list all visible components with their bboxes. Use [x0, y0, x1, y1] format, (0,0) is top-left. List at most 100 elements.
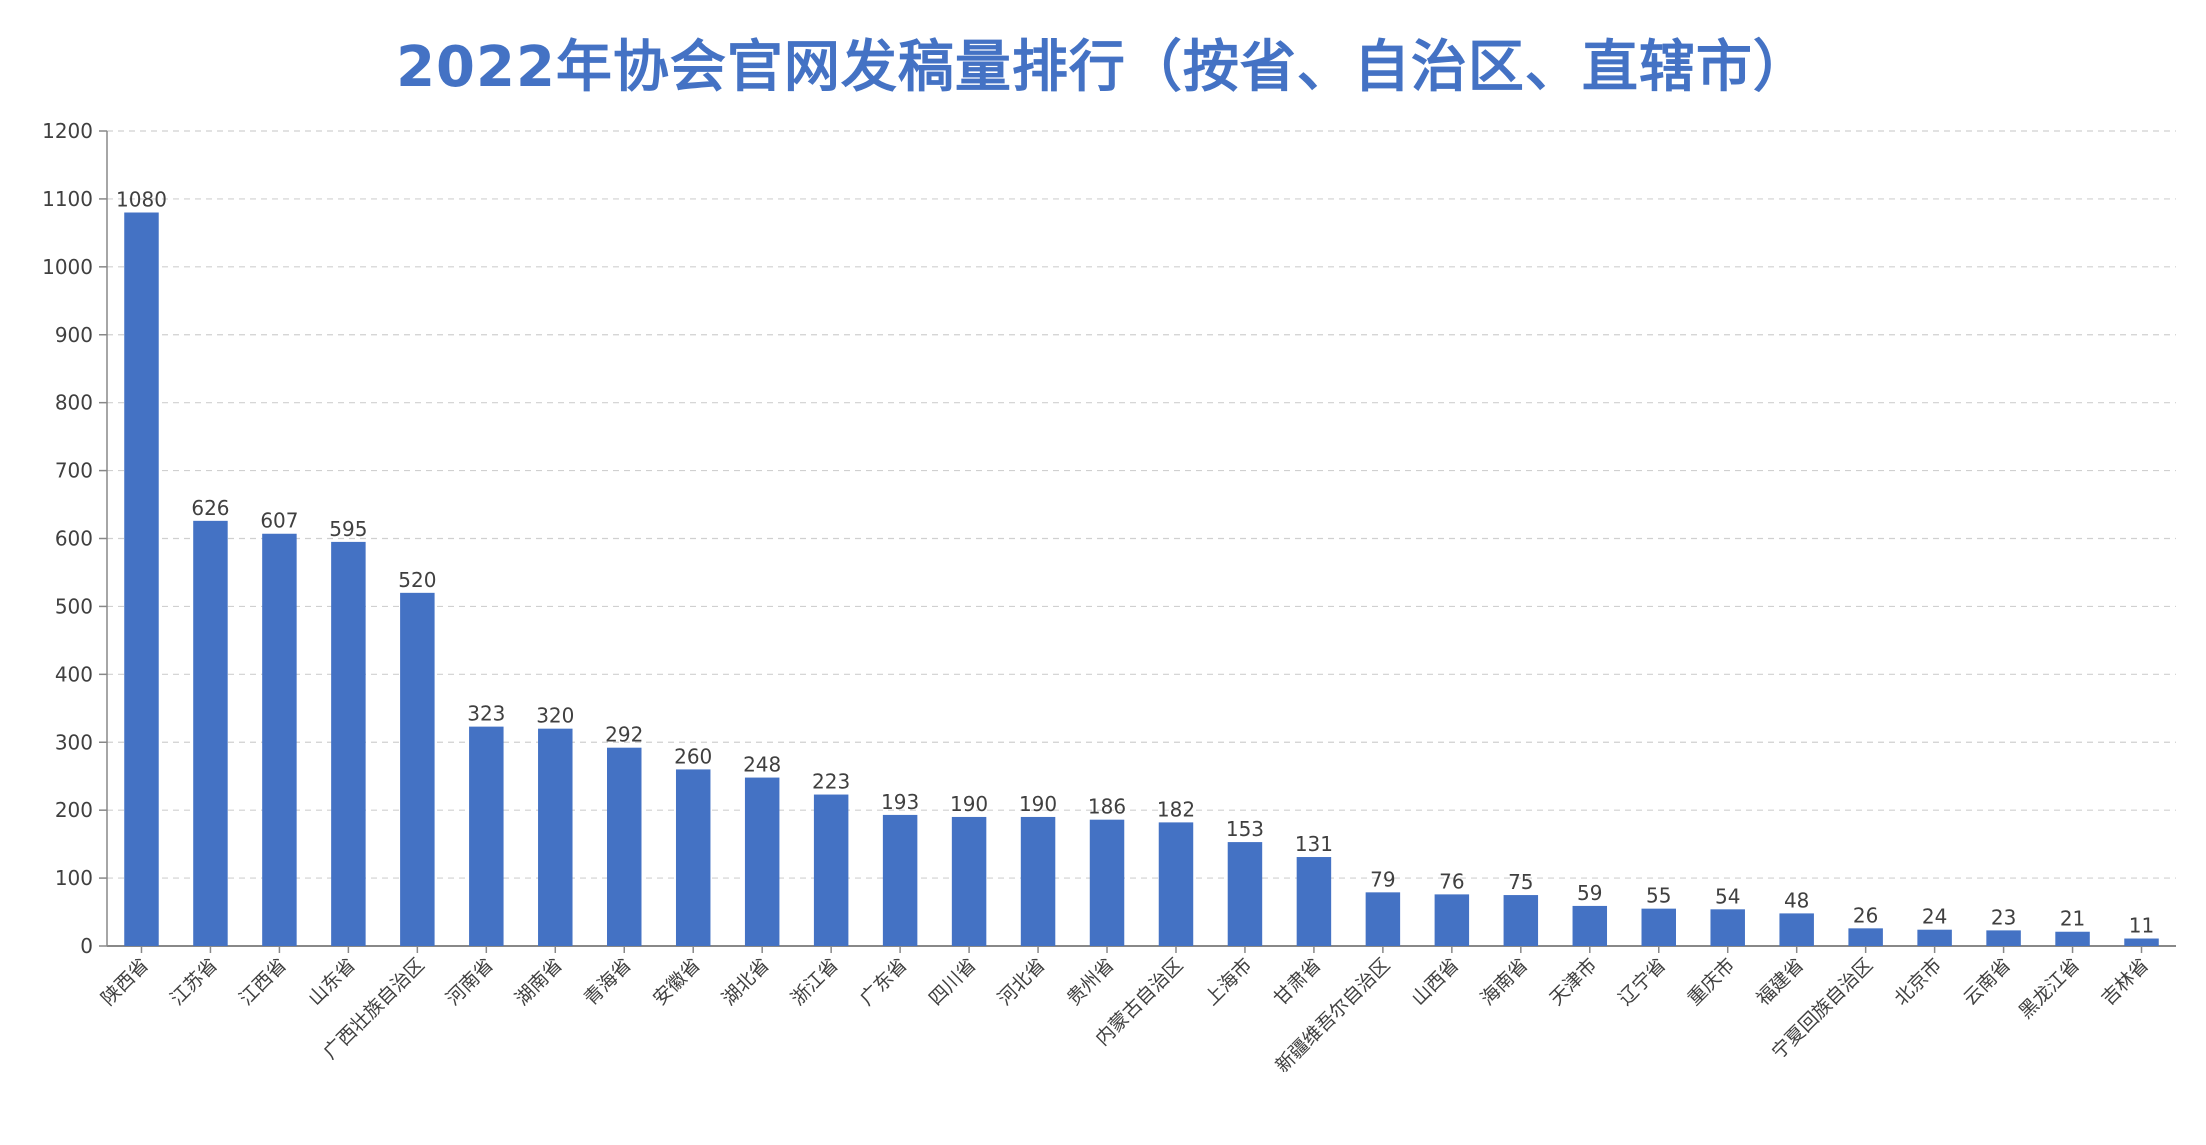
data-label: 223 — [812, 770, 850, 794]
x-tick-label: 甘肃省 — [1270, 954, 1326, 1010]
y-tick-label: 1100 — [42, 187, 93, 211]
x-tick-label: 山东省 — [304, 954, 360, 1010]
x-tick-label: 贵州省 — [1063, 954, 1119, 1010]
bar — [1986, 930, 2021, 946]
bar — [1020, 816, 1056, 946]
x-tick-label: 四川省 — [925, 954, 981, 1010]
data-label: 626 — [191, 496, 229, 520]
bar — [813, 794, 849, 946]
data-label: 1080 — [116, 188, 167, 212]
data-label: 320 — [536, 704, 574, 728]
data-label: 292 — [605, 723, 643, 747]
bar — [193, 520, 228, 946]
bar — [607, 747, 642, 946]
x-tick-label: 陕西省 — [97, 954, 153, 1010]
data-label: 182 — [1157, 797, 1195, 821]
x-tick-label: 安徽省 — [649, 954, 705, 1010]
x-tick-label: 山西省 — [1408, 954, 1464, 1010]
x-tick-label: 广东省 — [856, 954, 912, 1010]
x-tick-label: 辽宁省 — [1614, 954, 1670, 1010]
data-label: 323 — [467, 702, 505, 726]
data-label: 131 — [1295, 832, 1333, 856]
y-tick-label: 1000 — [42, 255, 93, 279]
data-label: 595 — [329, 517, 367, 541]
y-tick-label: 300 — [55, 730, 93, 754]
bar — [1227, 842, 1263, 946]
bar — [331, 541, 366, 946]
bar — [262, 533, 297, 946]
data-label: 24 — [1922, 905, 1947, 929]
bar — [1158, 822, 1194, 946]
bar — [469, 726, 504, 946]
y-tick-label: 1200 — [42, 119, 93, 143]
bar — [1503, 895, 1539, 946]
x-tick-label: 重庆市 — [1683, 954, 1739, 1010]
bar — [1572, 905, 1608, 946]
data-label: 55 — [1646, 884, 1671, 908]
x-tick-label: 江西省 — [235, 954, 291, 1010]
bar — [1365, 892, 1401, 946]
bar — [1434, 894, 1470, 946]
bar — [1641, 908, 1676, 946]
data-label: 190 — [950, 792, 988, 816]
bar — [675, 769, 711, 946]
x-tick-label: 河南省 — [442, 954, 498, 1010]
bar — [2055, 931, 2090, 946]
x-tick-label: 湖南省 — [511, 954, 567, 1010]
bar — [1848, 928, 1883, 946]
bar — [2124, 938, 2159, 946]
y-tick-label: 800 — [55, 391, 93, 415]
y-tick-label: 700 — [55, 459, 93, 483]
x-tick-label: 新疆维吾尔自治区 — [1271, 954, 1394, 1077]
x-tick-label: 吉林省 — [2097, 954, 2153, 1010]
data-label: 190 — [1019, 792, 1057, 816]
x-tick-label: 天津市 — [1545, 954, 1601, 1010]
data-label: 186 — [1088, 795, 1126, 819]
x-tick-label: 湖北省 — [718, 954, 774, 1010]
y-tick-label: 400 — [55, 662, 93, 686]
x-tick-label: 江苏省 — [166, 954, 222, 1010]
data-label: 21 — [2060, 907, 2085, 931]
data-label: 248 — [743, 753, 781, 777]
x-tick-label: 浙江省 — [787, 954, 843, 1010]
x-tick-label: 黑龙江省 — [2015, 954, 2084, 1023]
data-label: 48 — [1784, 888, 1809, 912]
x-tick-label: 海南省 — [1476, 954, 1532, 1010]
bar — [1710, 909, 1745, 946]
y-tick-label: 0 — [80, 934, 93, 958]
data-label: 153 — [1226, 817, 1264, 841]
data-label: 607 — [260, 509, 298, 533]
x-tick-label: 上海市 — [1201, 954, 1257, 1010]
y-tick-label: 200 — [55, 798, 93, 822]
bar — [400, 592, 435, 946]
data-label: 59 — [1577, 881, 1602, 905]
x-tick-label: 北京市 — [1890, 954, 1946, 1010]
data-label: 193 — [881, 790, 919, 814]
data-label: 260 — [674, 744, 712, 768]
bar — [744, 777, 780, 946]
bar — [1089, 819, 1125, 946]
x-tick-label: 河北省 — [994, 954, 1050, 1010]
data-label: 76 — [1439, 869, 1464, 893]
data-label: 23 — [1991, 905, 2016, 929]
x-tick-label: 云南省 — [1959, 954, 2015, 1010]
data-label: 11 — [2129, 914, 2154, 938]
x-tick-label: 福建省 — [1752, 954, 1808, 1010]
y-tick-label: 900 — [55, 323, 93, 347]
chart-title: 2022年协会官网发稿量排行（按省、自治区、直辖市） — [396, 35, 1810, 100]
bar — [124, 212, 159, 946]
data-label: 79 — [1370, 867, 1395, 891]
data-label: 75 — [1508, 870, 1533, 894]
bar — [538, 728, 573, 946]
bar — [951, 816, 987, 946]
x-tick-label: 青海省 — [580, 954, 636, 1010]
bar — [1296, 857, 1332, 946]
bar — [1917, 929, 1952, 946]
data-label: 54 — [1715, 884, 1740, 908]
data-label: 520 — [398, 568, 436, 592]
data-label: 26 — [1853, 903, 1878, 927]
bar — [1779, 913, 1814, 946]
y-tick-label: 600 — [55, 527, 93, 551]
